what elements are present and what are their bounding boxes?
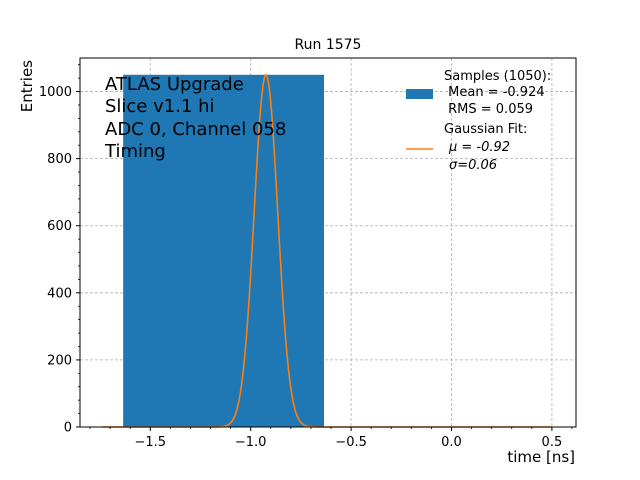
- annotation-line-4: Timing: [104, 141, 166, 162]
- legend-histogram-line-2: Mean = -0.924: [444, 85, 545, 100]
- legend: Samples (1050): Mean = -0.924 RMS = 0.05…: [406, 69, 551, 173]
- axes-frame: [79, 57, 577, 428]
- legend-fit-line-3: σ=0.06: [449, 158, 497, 173]
- x-axis-label: time [ns]: [507, 448, 575, 466]
- histogram-bar-0: [123, 74, 324, 427]
- y-axis-label: Entries: [18, 60, 36, 112]
- y-axis-ticks: 0 200 400 600 800 1000: [39, 64, 80, 436]
- legend-histogram-line-1: Samples (1050):: [444, 69, 551, 84]
- legend-histogram-swatch: [406, 89, 433, 99]
- x-tick-label-0: −1.5: [134, 435, 166, 450]
- legend-fit-line-1: Gaussian Fit:: [444, 122, 527, 137]
- y-tick-label-0: 0: [64, 421, 72, 436]
- y-tick-label-1: 200: [47, 353, 72, 368]
- legend-histogram-line-3: RMS = 0.059: [444, 102, 533, 117]
- x-tick-label-3: 0.0: [441, 435, 462, 450]
- annotation-line-3: ADC 0, Channel 058: [105, 119, 286, 140]
- y-tick-label-3: 600: [47, 219, 72, 234]
- annotation-block: ATLAS Upgrade Slice v1.1 hi ADC 0, Chann…: [104, 74, 286, 162]
- histogram-bars: [123, 74, 324, 427]
- x-tick-label-4: 0.5: [542, 435, 563, 450]
- x-tick-label-2: −0.5: [335, 435, 367, 450]
- y-tick-label-2: 400: [47, 286, 72, 301]
- x-axis-ticks: −1.5 −1.0 −0.5 0.0 0.5: [89, 427, 573, 450]
- annotation-line-2: Slice v1.1 hi: [105, 96, 215, 117]
- y-tick-label-4: 800: [47, 152, 72, 167]
- annotation-line-1: ATLAS Upgrade: [105, 74, 244, 95]
- axes-border: [79, 57, 577, 428]
- chart-title: Run 1575: [295, 37, 362, 53]
- y-tick-label-5: 1000: [39, 85, 72, 100]
- legend-fit-line-2: μ = -0.92: [448, 140, 510, 155]
- x-tick-label-1: −1.0: [235, 435, 267, 450]
